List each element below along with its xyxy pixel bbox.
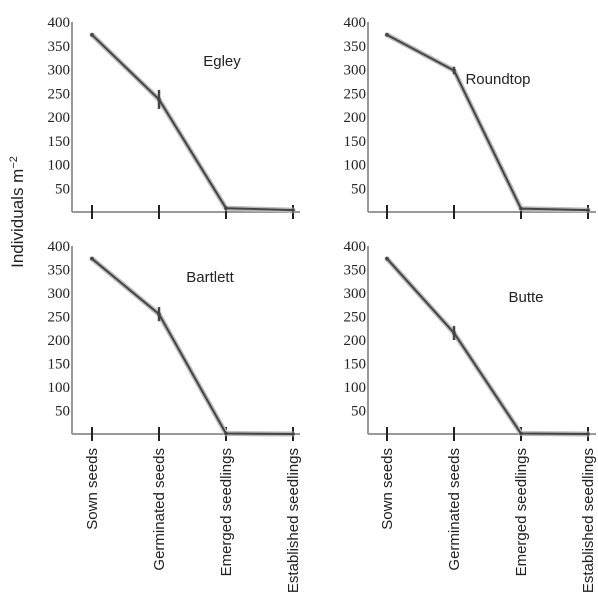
y-axis-title-exponent: −2 [8,156,20,169]
series-line [386,257,589,435]
y-tick-label: 50 [351,181,366,197]
series-line [91,33,294,212]
data-point [385,33,389,37]
y-tick-label: 350 [344,263,367,279]
y-tick-label: 50 [351,404,366,420]
y-tick-label: 400 [344,239,367,255]
data-point [90,33,94,37]
x-category-label: Sown seeds [84,448,101,530]
panel-title: Bartlett [186,269,234,286]
data-point [291,432,295,436]
y-tick-label: 150 [48,357,71,373]
y-tick-label: 50 [55,181,70,197]
x-category-label: Emerged seedlings [513,448,530,576]
y-axis-title: Individuals m−2 [8,156,27,268]
chart-panel-2: 50 100 150 200 250 300 350 400 Roundtop [344,15,596,219]
panel-title: Egley [203,53,241,70]
y-tick-label: 400 [48,15,71,31]
chart-panel-3: 50 100 150 200 250 300 350 400 Bartlett Sown seed… [48,239,303,593]
series-line-halo [384,256,591,437]
data-point [452,331,456,335]
y-tick-label: 50 [55,404,70,420]
y-tick-label: 350 [48,39,71,55]
y-tick-label: 150 [344,134,367,150]
x-category-label: Germinated seeds [151,448,168,571]
y-tick-label: 200 [344,333,367,349]
y-tick-label: 200 [48,110,71,126]
panel-title: Butte [508,289,543,306]
x-category-label: Germinated seeds [446,448,463,571]
y-tick-label: 100 [344,158,367,174]
y-tick-label: 100 [344,380,367,396]
y-tick-label: 150 [48,134,71,150]
chart-panel-4: 50 100 150 200 250 300 350 400 Butte Sown seeds Ge… [344,239,598,593]
y-tick-label: 250 [344,310,367,326]
panel-title: Roundtop [465,71,530,88]
y-tick-label: 400 [344,15,367,31]
y-tick-label: 150 [344,357,367,373]
x-category-label: Sown seeds [379,448,396,530]
y-tick-label: 250 [48,86,71,102]
panels: 50 100 150 200 250 300 350 400 Egley 50 100 150 200 2… [48,15,598,593]
series-line-halo [89,32,296,213]
data-point [157,97,161,102]
y-tick-label: 300 [48,286,71,302]
data-point [90,256,94,261]
data-point [586,208,590,212]
y-tick-label: 400 [48,239,71,255]
data-point [385,256,389,261]
y-axis-title-main: Individuals m [8,169,27,268]
y-tick-label: 200 [48,333,71,349]
y-tick-label: 300 [344,286,367,302]
data-point [519,431,523,436]
series-line [91,257,294,435]
data-point [224,206,228,210]
series-line-halo [384,32,591,213]
y-tick-label: 250 [344,86,367,102]
y-tick-label: 350 [344,39,367,55]
data-point [224,431,228,436]
y-tick-label: 100 [48,380,71,396]
chart-panel-1: 50 100 150 200 250 300 350 400 Egley [48,15,300,219]
series-line [386,33,589,212]
data-point [291,208,295,212]
y-tick-label: 100 [48,158,71,174]
y-tick-label: 300 [344,63,367,79]
x-category-label: Established seedlings [580,448,597,593]
x-category-label: Established seedlings [285,448,302,593]
data-point [586,432,590,436]
x-category-label: Emerged seedlings [218,448,235,576]
data-point [452,68,456,73]
y-tick-label: 250 [48,310,71,326]
y-tick-label: 300 [48,63,71,79]
y-tick-label: 350 [48,263,71,279]
y-tick-label: 200 [344,110,367,126]
data-point [519,206,523,211]
data-point [157,312,161,316]
